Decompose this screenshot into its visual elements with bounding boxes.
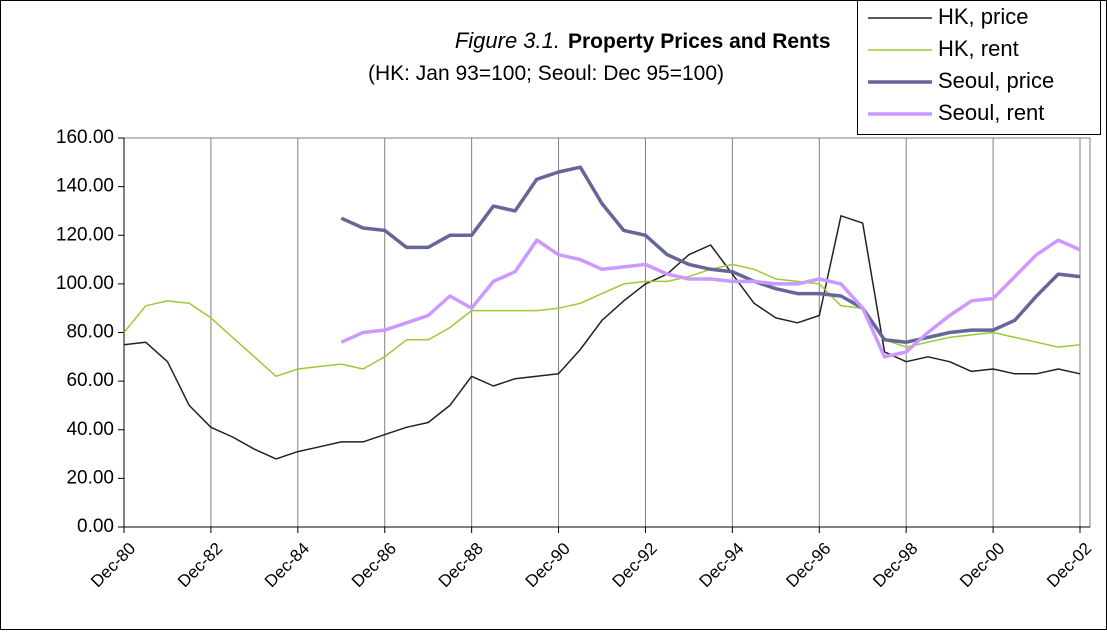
y-tick-label: 20.00 [66,467,114,488]
series-line [123,215,1081,460]
y-tick-label: 140.00 [56,176,114,197]
series-line [340,165,1081,344]
y-tick-label: 160.00 [56,127,114,148]
series-line [123,263,1081,378]
y-tick-label: 80.00 [66,322,114,343]
chart-title: Property Prices and Rents [568,30,831,53]
chart-subtitle: (HK: Jan 93=100; Seoul: Dec 95=100) [368,62,724,85]
figure-label: Figure 3.1. [455,28,560,53]
legend-label: Seoul, price [938,68,1054,93]
legend-label: HK, price [938,4,1028,29]
legend-label: HK, rent [938,36,1019,61]
y-tick-label: 0.00 [77,516,114,537]
series-line [340,238,1081,359]
y-tick-label: 100.00 [56,273,114,294]
legend-box [857,0,1101,135]
y-tick-label: 40.00 [66,419,114,440]
y-tick-label: 60.00 [66,370,114,391]
y-tick-label: 120.00 [56,224,114,245]
legend-label: Seoul, rent [938,100,1044,125]
